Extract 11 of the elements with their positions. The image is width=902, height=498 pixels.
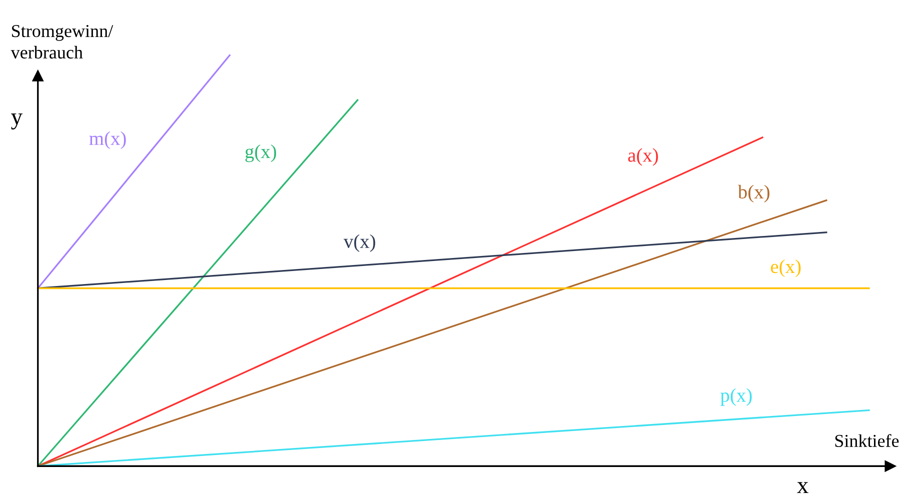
y-axis-title: Stromgewinn/ verbrauch bbox=[10, 25, 114, 59]
series-label: g(x) bbox=[245, 144, 276, 162]
series-label: e(x) bbox=[770, 259, 801, 278]
series-label: v(x) bbox=[344, 234, 376, 252]
text: x bbox=[797, 482, 808, 493]
series-label: a(x) bbox=[628, 148, 658, 166]
x-axis-title: Sinktiefe bbox=[835, 434, 899, 448]
series-label: b(x) bbox=[738, 184, 770, 202]
series-label: m(x) bbox=[89, 131, 126, 149]
text: y bbox=[11, 114, 23, 130]
series-label: p(x) bbox=[720, 388, 752, 406]
